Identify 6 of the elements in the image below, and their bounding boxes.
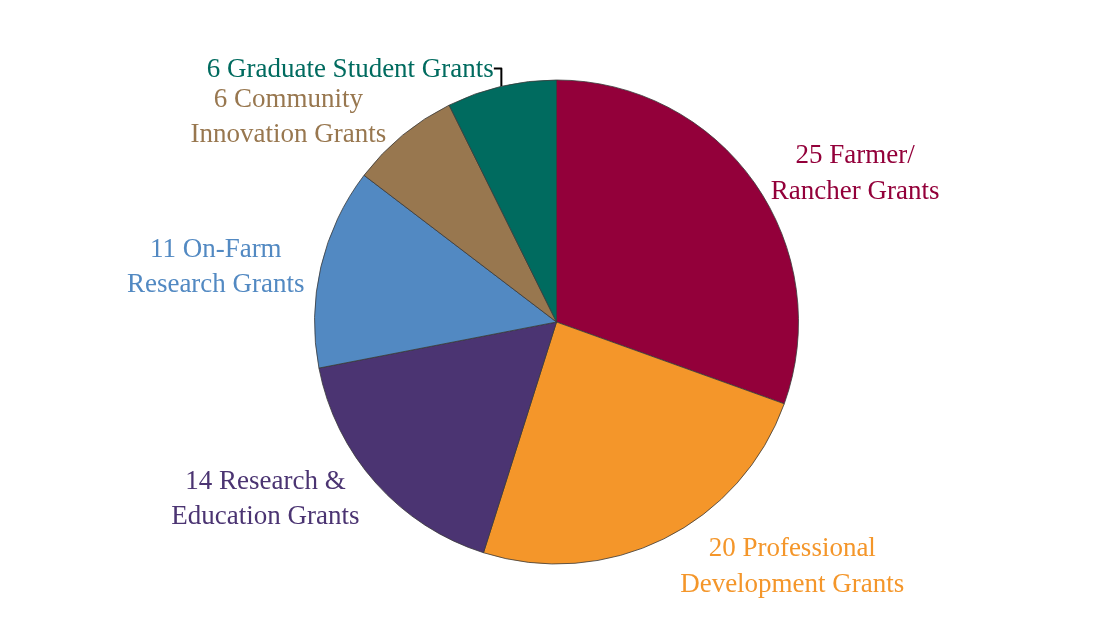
slice-label: 20 Professional Development Grants (680, 532, 905, 598)
slice-label: 6 Community Innovation Grants (190, 83, 387, 149)
slice-label: 25 Farmer/ Rancher Grants (770, 139, 940, 205)
slice-label: 14 Research & Education Grants (171, 464, 360, 530)
slice-label: 6 Graduate Student Grants (206, 53, 494, 84)
slice-label: 11 On-Farm Research Grants (126, 232, 305, 298)
